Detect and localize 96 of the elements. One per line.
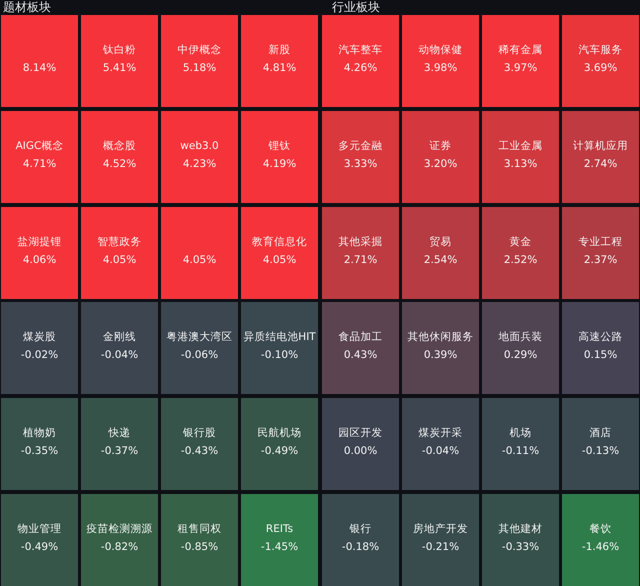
category-label: 其他建材 — [498, 522, 542, 535]
data-label: -0.37% — [100, 445, 138, 457]
data-label: 0.00% — [344, 445, 378, 457]
category-label: 物业管理 — [18, 522, 62, 535]
category-label: 钛白粉 — [102, 44, 136, 56]
data-label: 3.33% — [344, 158, 378, 170]
category-label: 高速公路 — [578, 330, 622, 343]
data-label: 4.81% — [262, 62, 296, 74]
category-label: 贸易 — [430, 235, 452, 248]
data-label: -0.18% — [342, 541, 380, 553]
category-label: 概念股 — [103, 140, 136, 152]
data-label: 3.97% — [504, 62, 538, 74]
category-label: 其他采掘 — [338, 235, 382, 248]
data-label: 3.20% — [424, 158, 458, 170]
category-label: 证券 — [430, 139, 452, 152]
category-label: 金刚线 — [103, 330, 136, 343]
data-label: -0.13% — [582, 445, 620, 457]
category-label: 动物保健 — [418, 44, 462, 56]
data-label: 2.54% — [424, 254, 458, 266]
data-label: -0.04% — [422, 445, 460, 457]
data-label: 0.39% — [424, 349, 458, 361]
data-label: -0.49% — [260, 445, 298, 457]
text: 行业板块 — [332, 0, 380, 14]
category-label: 锂钛 — [268, 140, 290, 152]
data-label: -0.11% — [502, 445, 540, 457]
data-label: 0.15% — [584, 349, 618, 361]
category-label: 疫苗检测溯源 — [86, 522, 152, 535]
category-label: 银行 — [348, 523, 372, 535]
data-label: 8.14% — [22, 62, 56, 74]
category-label: 房地产开发 — [413, 522, 468, 535]
category-label: 粤港澳大湾区 — [166, 330, 232, 343]
data-label: 3.13% — [504, 158, 538, 170]
category-label: 汽车服务 — [578, 43, 622, 56]
category-label: 餐饮 — [590, 523, 612, 535]
data-label: 2.52% — [504, 254, 538, 266]
data-label: 0.43% — [344, 349, 378, 361]
category-label: 汽车整车 — [338, 43, 382, 56]
category-label: 其他休闲服务 — [408, 330, 474, 343]
text: 题材板块 — [3, 0, 51, 14]
data-label: -0.85% — [180, 541, 218, 553]
category-label: 民航机场 — [258, 426, 302, 439]
data-label: -0.82% — [100, 541, 138, 553]
category-label: 园区开发 — [338, 427, 382, 439]
data-label: 4.71% — [22, 158, 56, 170]
category-label: 快递 — [108, 426, 130, 439]
data-label: 4.19% — [262, 158, 296, 170]
data-label: 4.26% — [344, 62, 378, 74]
category-label: 租售同权 — [178, 523, 222, 535]
data-label: 4.23% — [182, 158, 216, 170]
data-label: -0.02% — [20, 349, 58, 361]
data-label: 5.41% — [102, 62, 136, 74]
data-label: 0.29% — [504, 349, 538, 361]
category-label: 多元金融 — [338, 140, 382, 152]
category-label: 地面兵装 — [498, 330, 542, 343]
data-label: 5.18% — [182, 62, 216, 74]
category-label: 计算机应用 — [573, 139, 628, 152]
data-label: 4.05% — [182, 254, 216, 266]
category-label: 黄金 — [510, 235, 532, 248]
data-label: 4.52% — [102, 158, 136, 170]
category-label: 稀有金属 — [498, 44, 542, 56]
category-label: 植物奶 — [23, 426, 56, 439]
data-label: 4.06% — [22, 254, 56, 266]
category-label: 教育信息化 — [252, 235, 307, 248]
data-label: 3.69% — [584, 62, 618, 74]
category-label: 智慧政务 — [98, 235, 142, 248]
data-label: -0.33% — [502, 541, 540, 553]
category-label: 中伊概念 — [178, 43, 222, 56]
data-label: 2.37% — [584, 254, 618, 266]
category-label: 异质结电池HIT — [243, 330, 316, 343]
category-label: 盐湖提锂 — [18, 235, 62, 248]
data-label: -1.46% — [582, 541, 620, 553]
category-label: 煤炭股 — [23, 330, 56, 343]
data-label: 2.74% — [584, 158, 618, 170]
category-label: AIGC概念 — [16, 140, 64, 152]
category-label: REITs — [266, 523, 294, 535]
data-label: -0.49% — [20, 541, 58, 553]
data-label: -0.04% — [100, 349, 138, 361]
category-label: 酒店 — [590, 426, 612, 439]
category-label: 煤炭开采 — [418, 426, 462, 439]
data-label: -0.06% — [180, 349, 218, 361]
data-label: 4.05% — [102, 254, 136, 266]
category-label: web3.0 — [180, 140, 219, 152]
data-label: -0.10% — [260, 349, 298, 361]
data-label: 3.98% — [424, 62, 458, 74]
category-label: 专业工程 — [578, 235, 622, 248]
category-label: 机场 — [510, 427, 532, 439]
data-label: -0.35% — [20, 445, 58, 457]
data-label: -1.45% — [260, 541, 298, 553]
data-label: -0.21% — [422, 541, 460, 553]
data-label: -0.43% — [180, 445, 218, 457]
category-label: 工业金属 — [498, 139, 542, 152]
data-label: 4.05% — [262, 254, 296, 266]
category-label: 新股 — [268, 43, 290, 56]
category-label: 银行股 — [182, 427, 216, 439]
category-label: 食品加工 — [338, 330, 382, 343]
data-label: 2.71% — [344, 254, 378, 266]
